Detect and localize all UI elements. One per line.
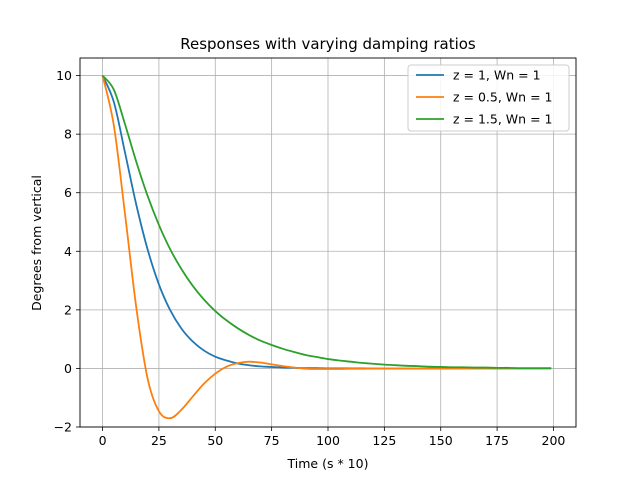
series-lines (101, 74, 552, 420)
x-tick-label: 125 (372, 433, 396, 448)
y-tick-label: 4 (64, 244, 72, 259)
x-tick-label: 0 (99, 433, 107, 448)
ticks: 0 25 50 75 100 125 150 175 200 −2 0 2 4 6 8 10 (54, 68, 566, 448)
x-tick-label: 75 (264, 433, 280, 448)
y-tick-label: 8 (64, 127, 72, 142)
x-tick-label: 50 (207, 433, 223, 448)
y-tick-label: 6 (64, 185, 72, 200)
x-axis-label: Time (s * 10) (287, 456, 369, 471)
y-tick-label: 0 (64, 361, 72, 376)
x-tick-label: 175 (485, 433, 509, 448)
legend-label: z = 1, Wn = 1 (453, 68, 541, 83)
x-tick-label: 150 (429, 433, 453, 448)
legend: z = 1, Wn = 1 z = 0.5, Wn = 1 z = 1.5, Wn … (407, 64, 570, 132)
y-tick-label: 2 (64, 302, 72, 317)
legend-box (407, 64, 570, 132)
series-line-3 (101, 74, 552, 370)
y-tick-label: 10 (56, 68, 72, 83)
chart-title: Responses with varying damping ratios (180, 35, 476, 53)
x-tick-label: 25 (151, 433, 167, 448)
y-axis-label: Degrees from vertical (29, 175, 44, 311)
legend-label: z = 1.5, Wn = 1 (453, 112, 552, 127)
y-tick-label: −2 (54, 420, 72, 435)
legend-label: z = 0.5, Wn = 1 (453, 90, 552, 105)
x-tick-label: 100 (316, 433, 340, 448)
x-tick-label: 200 (542, 433, 566, 448)
